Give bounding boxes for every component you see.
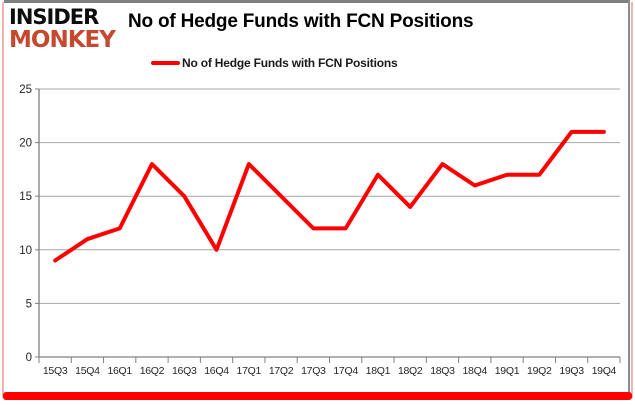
x-axis-label-18Q1: 18Q1 — [366, 365, 391, 377]
y-axis-label-5: 5 — [26, 298, 32, 310]
frame-left-edge — [2, 2, 4, 398]
legend-line-icon — [151, 61, 180, 65]
logo-monkey-text: MONKEY — [9, 27, 116, 53]
y-axis-label-15: 15 — [19, 191, 32, 203]
frame-right-border — [628, 0, 630, 393]
x-axis-label-19Q2: 19Q2 — [527, 365, 552, 377]
x-axis-label-15Q4: 15Q4 — [75, 365, 100, 377]
x-axis-label-17Q1: 17Q1 — [237, 365, 262, 377]
line-chart-plot: 0 5 10 15 20 25 15Q3 15Q4 16Q1 16Q2 16Q3 16Q4 17Q1 17… — [19, 84, 621, 377]
y-axis-label-0: 0 — [26, 352, 32, 364]
x-axis-label-19Q1: 19Q1 — [495, 365, 520, 377]
x-axis-label-17Q3: 17Q3 — [301, 365, 326, 377]
x-axis-label-19Q4: 19Q4 — [592, 365, 617, 377]
chart-legend: No of Hedge Funds with FCN Positions — [151, 56, 398, 70]
frame-right-edge — [631, 2, 633, 398]
legend-label: No of Hedge Funds with FCN Positions — [182, 56, 398, 70]
x-axis-label-16Q4: 16Q4 — [204, 365, 229, 377]
x-axis-label-19Q3: 19Q3 — [559, 365, 584, 377]
frame-bottom-bar — [3, 392, 632, 400]
data-line-series — [53, 129, 606, 263]
y-axis-label-25: 25 — [19, 84, 32, 96]
x-axis-label-18Q3: 18Q3 — [430, 365, 455, 377]
y-axis-label-10: 10 — [19, 245, 32, 257]
logo-insider-text: INSIDER — [9, 5, 99, 29]
x-axis-label-16Q3: 16Q3 — [172, 365, 197, 377]
x-axis-label-18Q4: 18Q4 — [463, 365, 488, 377]
frame-top-border — [4, 0, 630, 3]
x-axis-label-17Q4: 17Q4 — [333, 365, 358, 377]
y-axis-label-20: 20 — [19, 138, 32, 150]
x-axis-label-17Q2: 17Q2 — [269, 365, 294, 377]
x-axis-label-18Q2: 18Q2 — [398, 365, 423, 377]
x-axis-label-16Q1: 16Q1 — [107, 365, 132, 377]
chart-title: No of Hedge Funds with FCN Positions — [128, 11, 474, 32]
x-axis-label-16Q2: 16Q2 — [140, 365, 165, 377]
insider-monkey-logo: INSIDER MONKEY — [9, 5, 116, 53]
x-axis-label-15Q3: 15Q3 — [43, 365, 68, 377]
